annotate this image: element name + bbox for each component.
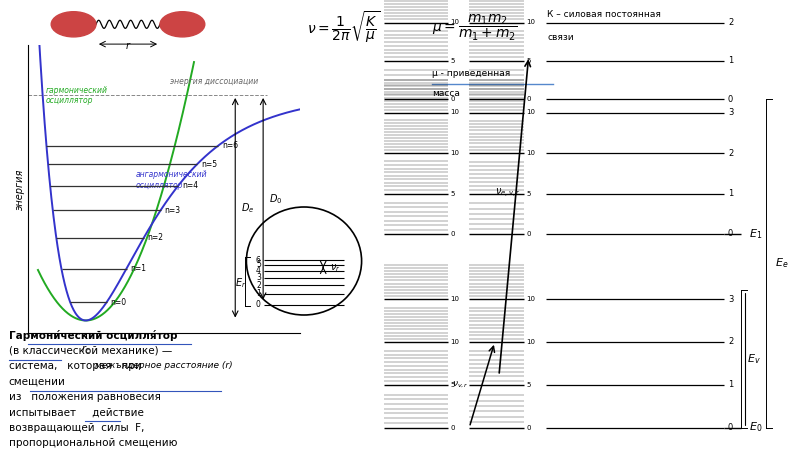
Text: $E_v$: $E_v$ — [747, 352, 761, 366]
Text: 0: 0 — [728, 423, 733, 432]
Text: 10: 10 — [526, 339, 535, 345]
Y-axis label: энергия: энергия — [15, 168, 26, 210]
Text: 2: 2 — [728, 18, 733, 27]
Text: система,   которая   при: система, которая при — [9, 361, 142, 371]
Text: $\nu = \dfrac{1}{2\pi}\sqrt{\dfrac{K}{\mu}}$: $\nu = \dfrac{1}{2\pi}\sqrt{\dfrac{K}{\m… — [307, 10, 380, 45]
Text: n=1: n=1 — [130, 264, 146, 273]
Text: n=2: n=2 — [147, 234, 163, 243]
Text: r: r — [126, 41, 130, 51]
Text: 5: 5 — [450, 190, 454, 197]
Text: $\nu_r$: $\nu_r$ — [330, 262, 340, 274]
Circle shape — [160, 12, 205, 37]
Text: n=4: n=4 — [182, 181, 198, 190]
Text: гармонический
осциллятор: гармонический осциллятор — [46, 86, 108, 105]
Text: 5: 5 — [256, 260, 261, 269]
Text: 2: 2 — [256, 280, 261, 289]
Text: $\nu_{v,r}$: $\nu_{v,r}$ — [452, 380, 470, 390]
Text: (в классической механике) —: (в классической механике) — — [9, 346, 172, 356]
Text: $\mu = \dfrac{m_1 m_2}{m_1 + m_2}$: $\mu = \dfrac{m_1 m_2}{m_1 + m_2}$ — [432, 13, 517, 43]
Text: 10: 10 — [526, 109, 535, 116]
Text: 0: 0 — [450, 424, 454, 431]
Text: 0: 0 — [728, 94, 733, 104]
Text: n=0: n=0 — [110, 298, 126, 307]
Text: n=5: n=5 — [201, 160, 218, 169]
Text: 1: 1 — [728, 380, 733, 389]
Text: 0: 0 — [526, 231, 531, 237]
Text: 6: 6 — [256, 256, 261, 265]
Text: 10: 10 — [450, 109, 459, 116]
Text: К – силовая постоянная: К – силовая постоянная — [547, 10, 661, 18]
Text: 4: 4 — [256, 266, 261, 275]
Text: 1: 1 — [728, 189, 733, 198]
Text: 2: 2 — [728, 148, 733, 157]
Text: 10: 10 — [450, 296, 459, 302]
Text: μ - приведенная: μ - приведенная — [432, 69, 510, 78]
Text: пропорциональной смещению: пропорциональной смещению — [9, 438, 177, 448]
Text: 5: 5 — [450, 382, 454, 388]
Text: масса: масса — [432, 90, 459, 99]
Text: $D_e$: $D_e$ — [242, 201, 254, 215]
Text: n=3: n=3 — [165, 206, 181, 215]
Text: ангармонический
осциллятор: ангармонический осциллятор — [136, 170, 207, 189]
Text: связи: связи — [547, 33, 574, 42]
Text: 3: 3 — [256, 273, 261, 282]
Text: 0: 0 — [728, 230, 733, 238]
Text: 10: 10 — [450, 150, 459, 156]
Text: 1: 1 — [256, 289, 261, 298]
Text: 2: 2 — [728, 338, 733, 346]
Text: 1: 1 — [728, 56, 733, 65]
Text: $\nu_{e,v,r}$: $\nu_{e,v,r}$ — [494, 187, 521, 200]
Text: $D_0$: $D_0$ — [269, 192, 282, 206]
Circle shape — [51, 12, 96, 37]
Text: 0: 0 — [450, 96, 454, 102]
Text: 0: 0 — [450, 231, 454, 237]
Text: $E_1$: $E_1$ — [749, 227, 762, 241]
Text: 5: 5 — [450, 58, 454, 64]
Text: 10: 10 — [526, 296, 535, 302]
Text: 0: 0 — [526, 96, 531, 102]
Text: Гармони́ческий осцилля́тор: Гармони́ческий осцилля́тор — [9, 330, 177, 341]
Text: 0: 0 — [256, 300, 261, 309]
Text: энергия диссоциации: энергия диссоциации — [170, 77, 258, 86]
Text: $E_e$: $E_e$ — [774, 256, 788, 270]
Text: n=6: n=6 — [222, 141, 238, 150]
Text: $E_r$: $E_r$ — [235, 277, 246, 290]
Text: 3: 3 — [728, 295, 734, 304]
Text: 10: 10 — [450, 339, 459, 345]
Text: $E_0$: $E_0$ — [749, 421, 762, 434]
Text: 5: 5 — [526, 382, 531, 388]
X-axis label: межъядерное расстояние (r): межъядерное расстояние (r) — [95, 361, 233, 370]
Text: 5: 5 — [526, 190, 531, 197]
Text: 10: 10 — [450, 19, 459, 26]
Text: 0: 0 — [526, 424, 531, 431]
Text: смещении: смещении — [9, 376, 66, 387]
Text: 10: 10 — [526, 19, 535, 26]
Text: 10: 10 — [526, 150, 535, 156]
Text: возвращающей  силы  F,: возвращающей силы F, — [9, 423, 144, 433]
Text: испытывает     действие: испытывает действие — [9, 407, 143, 417]
Text: 5: 5 — [526, 58, 531, 64]
Text: из   положения равновесия: из положения равновесия — [9, 392, 161, 402]
Text: 3: 3 — [728, 108, 734, 117]
